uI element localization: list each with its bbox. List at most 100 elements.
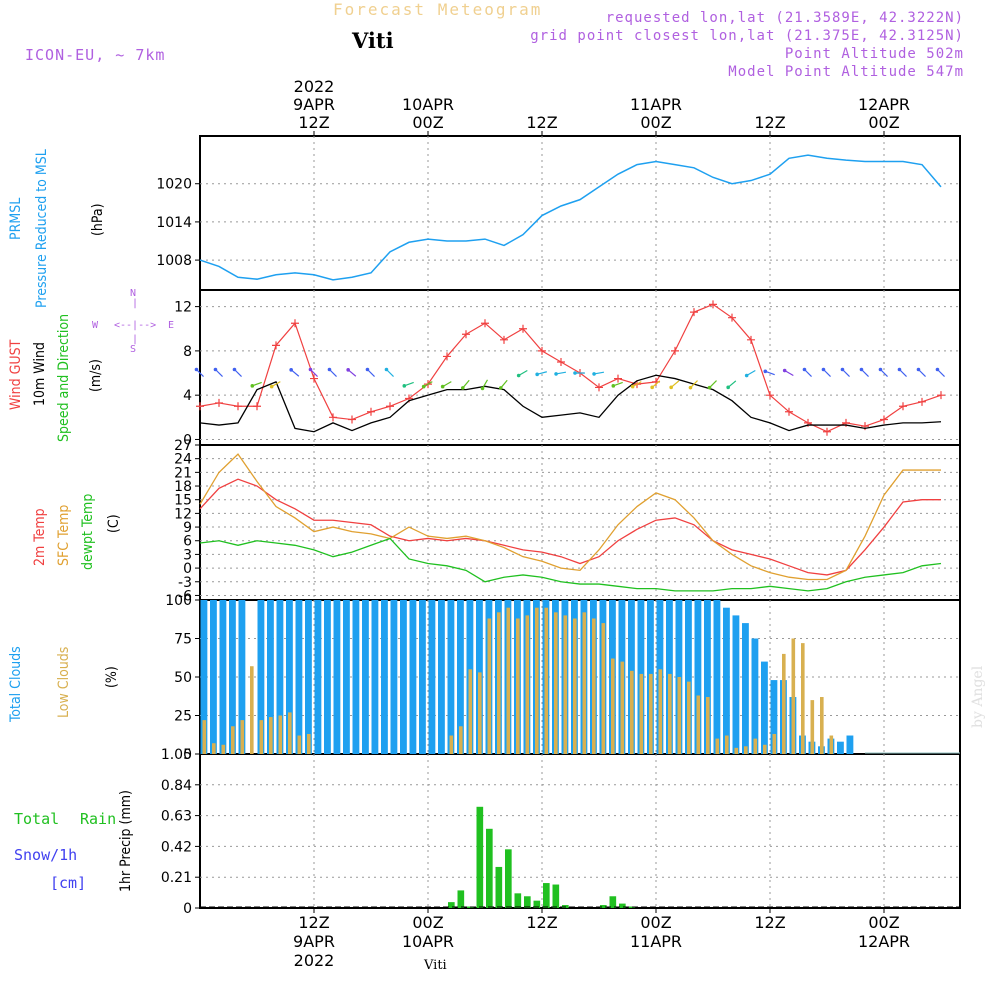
gust-marker [918, 397, 926, 406]
total-cloud-bar [219, 600, 227, 754]
low-cloud-bar [459, 726, 463, 754]
model-name: ICON-EU, ~ 7km [25, 46, 166, 64]
low-cloud-bar [620, 661, 625, 754]
total-cloud-bar [352, 600, 360, 754]
total-cloud-bar [200, 600, 208, 754]
total-cloud-bar [846, 735, 854, 754]
point-altitude: Point Altitude 502m [784, 46, 964, 62]
low-cloud-bar [535, 607, 539, 754]
rain-bar [609, 896, 617, 908]
gust-marker [253, 402, 261, 411]
total-cloud-bar [229, 600, 236, 754]
total-cloud-bar [723, 607, 730, 754]
bottom-hour-label: 12Z [754, 913, 785, 932]
panel-frame-0 [199, 135, 961, 291]
wind-arrow-head [744, 373, 749, 378]
low-cloud-bar [516, 618, 520, 754]
low-cloud-bar [829, 735, 834, 754]
total-cloud-bar [837, 741, 844, 754]
y-tick-label: 1014 [156, 215, 192, 231]
wind-arrow-head [669, 385, 673, 390]
wind-arrow-head [402, 384, 407, 388]
rain-bar [533, 900, 541, 908]
total-cloud-bar [295, 600, 303, 754]
compass-arrows: <--|--> [114, 320, 157, 331]
bottom-date-label: 9APR [293, 932, 335, 951]
gust-marker [880, 415, 888, 424]
y-tick-label: 0.63 [161, 809, 192, 825]
top-year-label: 2022 [294, 77, 335, 96]
compass-west: W [92, 320, 99, 331]
gust-marker [443, 352, 451, 361]
total-cloud-bar [713, 600, 721, 754]
low-cloud-bar [297, 735, 302, 754]
wind-arrow-head [707, 385, 712, 390]
wind-arrow-head [346, 368, 350, 372]
gust-marker [690, 308, 698, 317]
low-cloud-bar [801, 643, 805, 754]
rain-bar [514, 893, 522, 908]
low-cloud-bar [278, 715, 283, 754]
low-cloud-bar [288, 712, 292, 754]
low-cloud-bar [601, 623, 606, 754]
low-cloud-bar [782, 653, 786, 754]
gust-marker [766, 391, 774, 400]
y-tick-label: 18 [174, 479, 192, 495]
low-cloud-bar [554, 612, 558, 754]
total-cloud-bar [333, 600, 341, 754]
wind-arrow-head [384, 367, 389, 372]
top-date-label: 12APR [858, 95, 910, 114]
wind-arrow-head [194, 367, 199, 372]
y-tick-label: 4 [183, 388, 192, 404]
gust-line [199, 303, 942, 433]
snow-label: Snow/1h [14, 846, 78, 864]
low-cloud-bar [212, 743, 216, 754]
low-cloud-bar [658, 669, 663, 754]
wind-arrow-head [213, 367, 218, 372]
total-cloud-bar [324, 600, 331, 754]
gust-marker [823, 427, 831, 436]
wind-arrow-head [365, 367, 370, 372]
gust-marker [899, 402, 907, 411]
low-cloud-bar [744, 746, 748, 754]
compass-east: E [168, 320, 175, 331]
total-cloud-bar [286, 600, 293, 754]
rain-bar [552, 884, 560, 908]
gust-marker [310, 374, 318, 383]
wind-arrow-head [802, 367, 807, 372]
low-cloud-bar [687, 681, 691, 754]
low-cloud-bar [221, 744, 226, 754]
low-cloud-bar [259, 720, 264, 754]
rain-bar [524, 896, 531, 908]
gust-marker [291, 319, 299, 328]
low-cloud-bar [734, 747, 739, 754]
wind-arrow-head [573, 371, 577, 375]
gust-marker [937, 391, 945, 400]
low-cloud-bar [611, 658, 615, 754]
total-cloud-bar [694, 600, 702, 754]
wind-arrow-head [650, 385, 654, 390]
rain-bar [457, 890, 465, 908]
top-date-label: 9APR [293, 95, 335, 114]
bottom-year-label: 2022 [294, 951, 335, 970]
top-date-label: 10APR [402, 95, 454, 114]
wind-arrow-head [498, 386, 503, 390]
rain-total-label: Total [14, 810, 60, 828]
rain-bar [448, 902, 455, 908]
rain-bar [505, 849, 512, 908]
y-tick-label: 100 [165, 593, 192, 609]
top-hour-label: 00Z [412, 113, 443, 132]
y-tick-label: 27 [174, 438, 192, 454]
low-cloud-bar [639, 673, 644, 754]
footer-station: Viti [424, 958, 447, 973]
y-tick-label: 3 [183, 547, 192, 563]
rain-bar [600, 905, 607, 908]
total-cloud-bar [770, 680, 778, 754]
total-cloud-bar [314, 600, 322, 754]
low-cloud-bar [544, 607, 549, 754]
low-cloud-bar [269, 717, 273, 754]
total-cloud-bar [761, 661, 768, 754]
wind-arrow-head [935, 367, 940, 372]
low-cloud-bar [668, 673, 672, 754]
gust-marker [614, 374, 622, 383]
